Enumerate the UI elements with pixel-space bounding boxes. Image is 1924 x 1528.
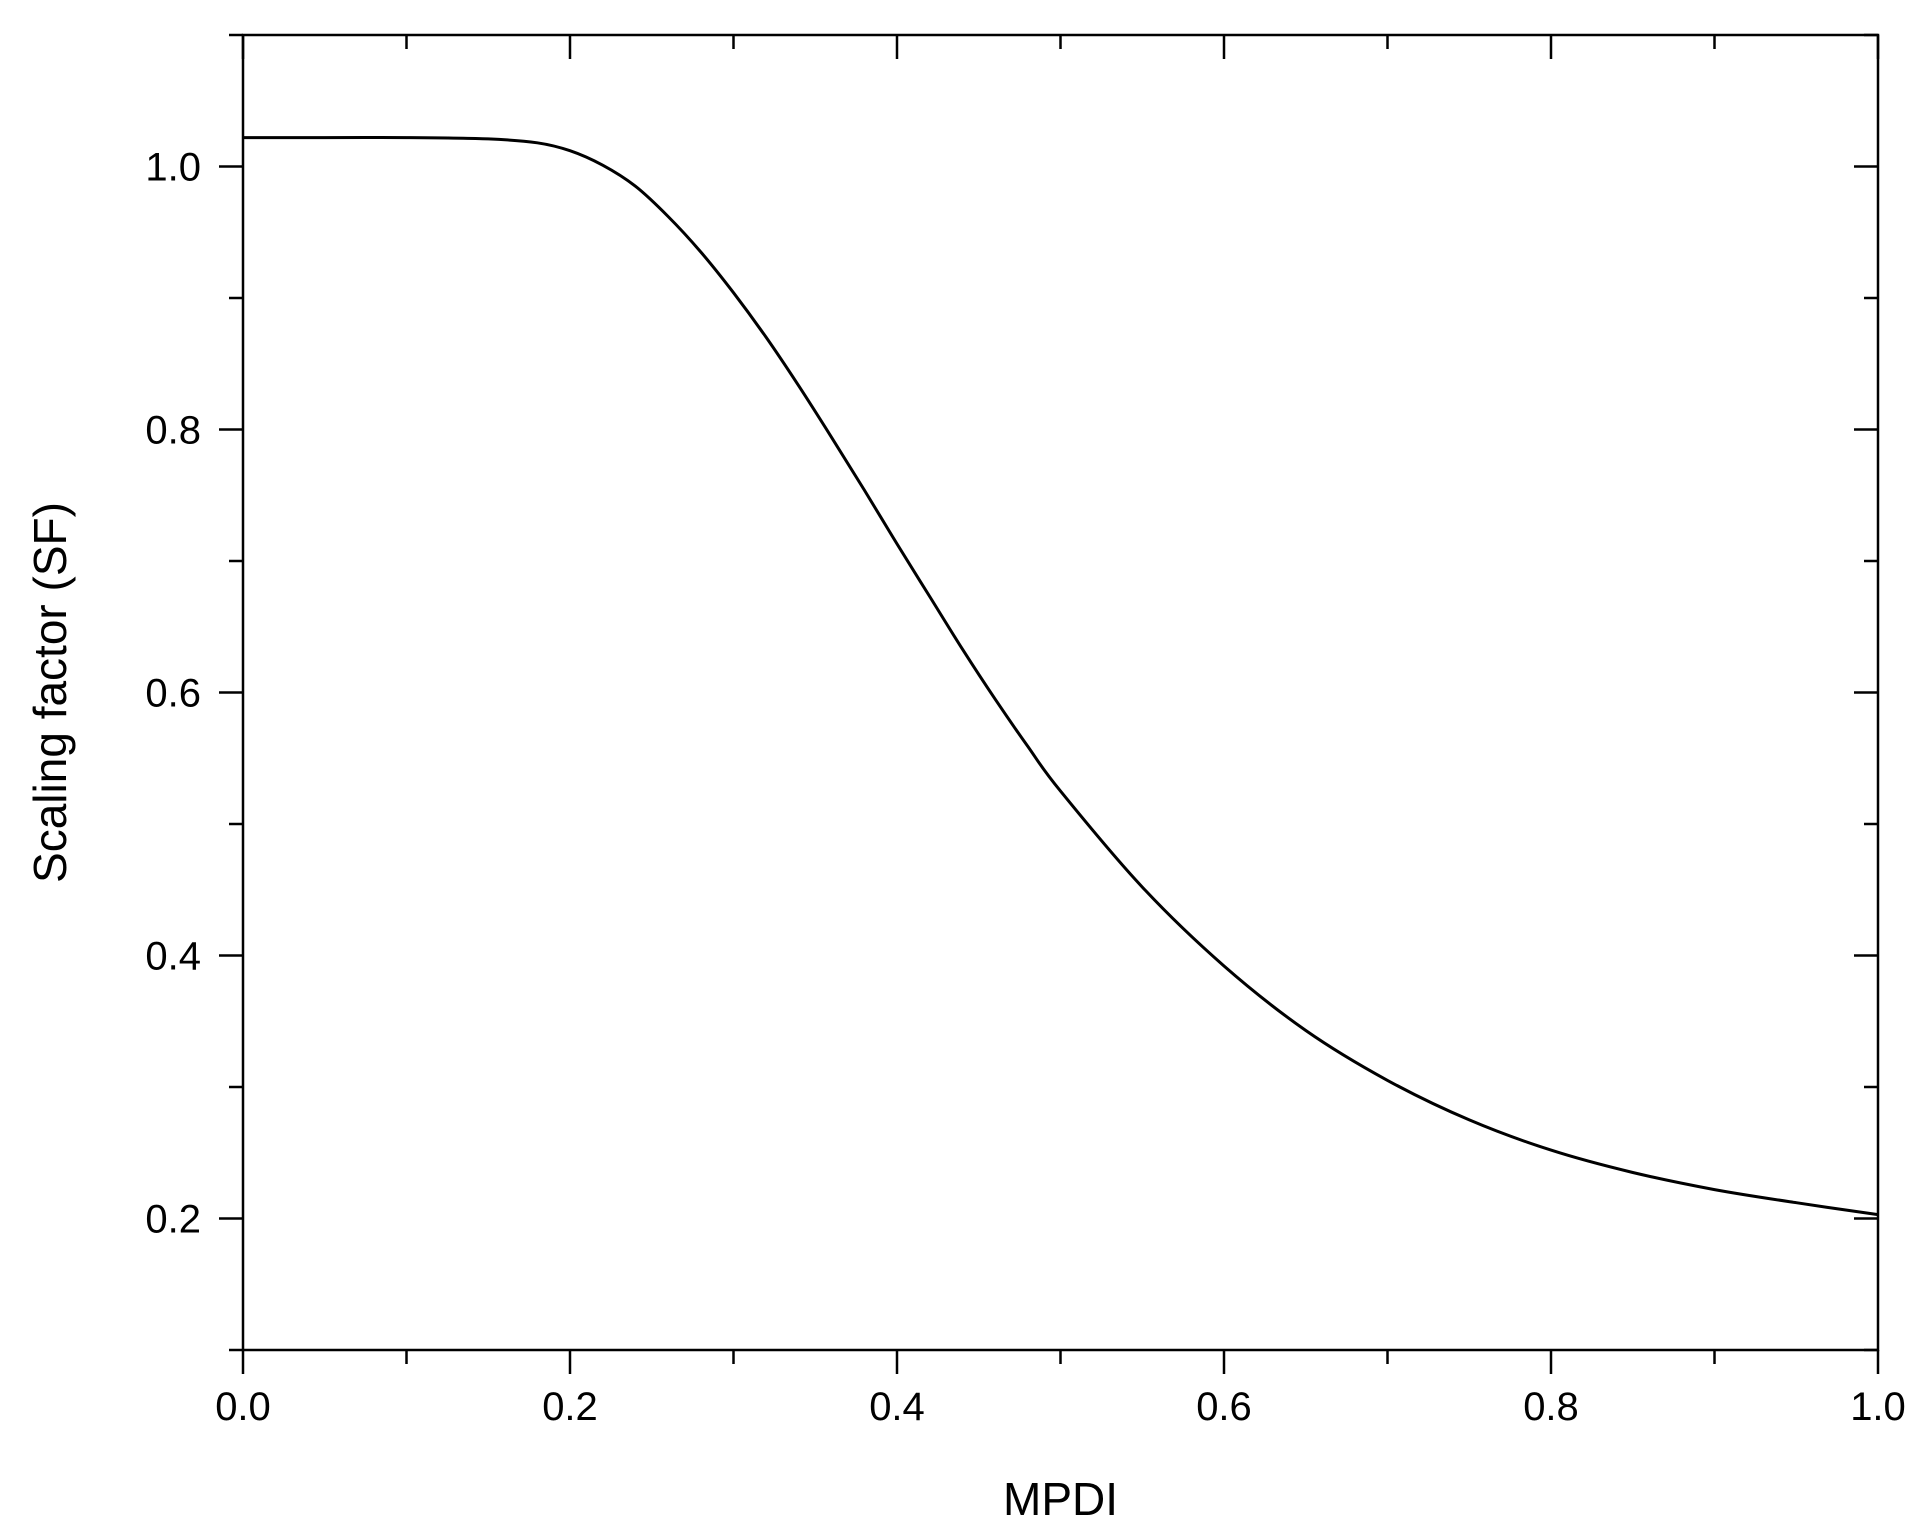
y-tick-label: 1.0 <box>145 146 201 190</box>
plot-frame <box>241 33 1880 1352</box>
y-tick-label: 0.4 <box>145 935 201 979</box>
x-tick-label: 0.2 <box>542 1385 598 1429</box>
y-axis-label: Scaling factor (SF) <box>24 502 76 883</box>
y-tick-labels: 0.2 0.4 0.6 0.8 1.0 <box>145 146 201 1242</box>
y-tick-label: 0.8 <box>145 409 201 453</box>
x-tick-label: 0.8 <box>1523 1385 1579 1429</box>
tick-marks <box>219 33 1880 1374</box>
y-tick-label: 0.6 <box>145 672 201 716</box>
series-line <box>243 136 1879 1217</box>
x-tick-labels: 0.0 0.2 0.4 0.6 0.8 1.0 <box>215 1385 1906 1429</box>
x-tick-label: 0.0 <box>215 1385 271 1429</box>
x-tick-label: 1.0 <box>1850 1385 1906 1429</box>
y-tick-label: 0.2 <box>145 1198 201 1242</box>
x-tick-label: 0.4 <box>869 1385 925 1429</box>
x-tick-label: 0.6 <box>1196 1385 1252 1429</box>
x-axis-label: MPDI <box>1003 1473 1118 1525</box>
